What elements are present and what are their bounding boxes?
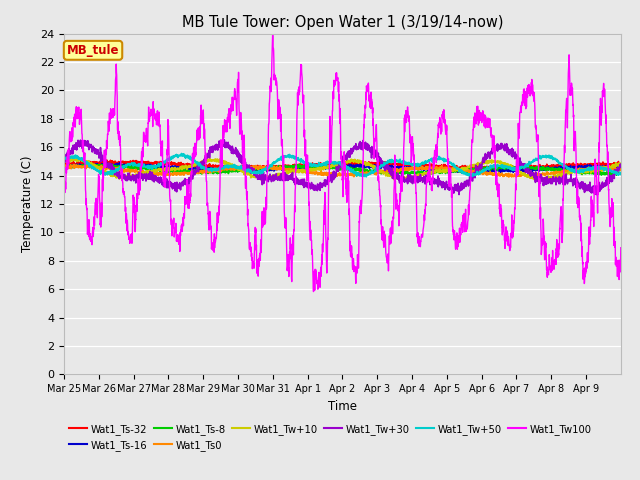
Wat1_Ts-8 [542,167,550,173]
Wat1_Ts0 [70,162,78,168]
Line: Wat1_Tw+10: Wat1_Tw+10 [64,158,621,180]
Wat1_Tw+10 [236,167,244,173]
Wat1_Tw+30 [542,181,550,187]
Legend: Wat1_Ts-32, Wat1_Ts-16, Wat1_Ts-8, Wat1_Ts0, Wat1_Tw+10, Wat1_Tw+30, Wat1_Tw+50,: Wat1_Ts-32, Wat1_Ts-16, Wat1_Ts-8, Wat1_… [69,424,592,451]
Wat1_Tw+50 [178,151,186,156]
Wat1_Tw+10 [617,160,625,166]
Wat1_Ts-16 [116,162,124,168]
Wat1_Ts-32 [609,162,617,168]
Wat1_Tw+30 [510,153,518,159]
Wat1_Ts0 [542,171,550,177]
Wat1_Tw+50 [542,153,550,159]
Wat1_Tw100 [617,245,625,251]
Line: Wat1_Ts-8: Wat1_Ts-8 [64,164,621,176]
Wat1_Tw+30 [60,159,68,165]
Wat1_Tw100 [511,215,518,220]
Wat1_Ts-16 [60,164,68,169]
Wat1_Ts0 [609,165,617,170]
Wat1_Ts0 [617,168,625,173]
Wat1_Ts-8 [511,164,518,170]
Wat1_Ts-8 [236,168,244,173]
Wat1_Ts-32 [376,162,384,168]
X-axis label: Time: Time [328,400,357,413]
Wat1_Tw+10 [535,178,543,183]
Wat1_Ts-8 [609,171,617,177]
Wat1_Ts0 [511,172,518,178]
Wat1_Tw+10 [609,163,617,169]
Wat1_Tw+50 [511,165,518,171]
Wat1_Ts-16 [376,165,384,171]
Wat1_Ts-32 [490,168,497,173]
Wat1_Ts-8 [404,173,412,179]
Wat1_Ts-16 [542,166,550,172]
Wat1_Tw+10 [376,169,384,175]
Line: Wat1_Ts-16: Wat1_Ts-16 [64,163,621,173]
Wat1_Ts0 [505,174,513,180]
Wat1_Tw+30 [236,152,244,157]
Wat1_Ts-32 [116,159,124,165]
Wat1_Tw100 [310,288,317,294]
Wat1_Tw+50 [60,157,68,163]
Wat1_Ts-8 [617,170,625,176]
Line: Wat1_Tw+50: Wat1_Tw+50 [64,154,621,177]
Wat1_Tw+50 [362,174,370,180]
Wat1_Ts0 [236,165,244,171]
Wat1_Tw+30 [593,192,601,198]
Wat1_Ts-32 [236,165,244,171]
Wat1_Tw+10 [60,158,68,164]
Wat1_Tw100 [60,192,68,197]
Wat1_Tw100 [542,240,550,246]
Wat1_Tw+10 [74,155,81,161]
Wat1_Ts0 [116,167,124,173]
Wat1_Tw+50 [609,170,617,176]
Wat1_Ts-32 [617,161,625,167]
Wat1_Tw100 [609,204,617,210]
Title: MB Tule Tower: Open Water 1 (3/19/14-now): MB Tule Tower: Open Water 1 (3/19/14-now… [182,15,503,30]
Wat1_Ts-16 [458,170,465,176]
Wat1_Tw+50 [617,171,625,177]
Wat1_Tw+30 [617,161,625,167]
Wat1_Tw+10 [116,173,124,179]
Wat1_Tw+10 [510,166,518,171]
Wat1_Ts-32 [60,162,68,168]
Wat1_Ts-16 [116,160,124,166]
Y-axis label: Temperature (C): Temperature (C) [22,156,35,252]
Line: Wat1_Ts-32: Wat1_Ts-32 [64,160,621,170]
Wat1_Ts-8 [60,165,68,170]
Wat1_Ts0 [376,169,384,175]
Wat1_Ts0 [60,164,68,169]
Wat1_Ts-32 [103,157,111,163]
Wat1_Tw+30 [116,175,124,181]
Wat1_Tw100 [269,31,276,36]
Wat1_Tw100 [236,131,244,137]
Wat1_Ts-8 [83,161,91,167]
Wat1_Tw+30 [376,157,384,163]
Wat1_Ts-16 [236,167,244,173]
Line: Wat1_Tw100: Wat1_Tw100 [64,34,621,291]
Wat1_Tw+50 [236,165,244,170]
Line: Wat1_Tw+30: Wat1_Tw+30 [64,140,621,195]
Wat1_Ts-16 [609,165,617,170]
Wat1_Ts-16 [511,167,518,173]
Wat1_Ts-8 [376,170,384,176]
Wat1_Ts-32 [542,163,550,168]
Wat1_Tw+50 [376,163,384,169]
Wat1_Tw100 [376,198,384,204]
Wat1_Tw+50 [116,166,124,171]
Wat1_Tw+30 [220,137,228,143]
Line: Wat1_Ts0: Wat1_Ts0 [64,165,621,177]
Wat1_Ts-8 [116,164,124,169]
Wat1_Ts-32 [511,166,518,172]
Wat1_Tw100 [116,140,124,146]
Text: MB_tule: MB_tule [67,44,119,57]
Wat1_Tw+10 [542,174,550,180]
Wat1_Tw+30 [609,173,617,179]
Wat1_Ts-16 [617,164,625,169]
